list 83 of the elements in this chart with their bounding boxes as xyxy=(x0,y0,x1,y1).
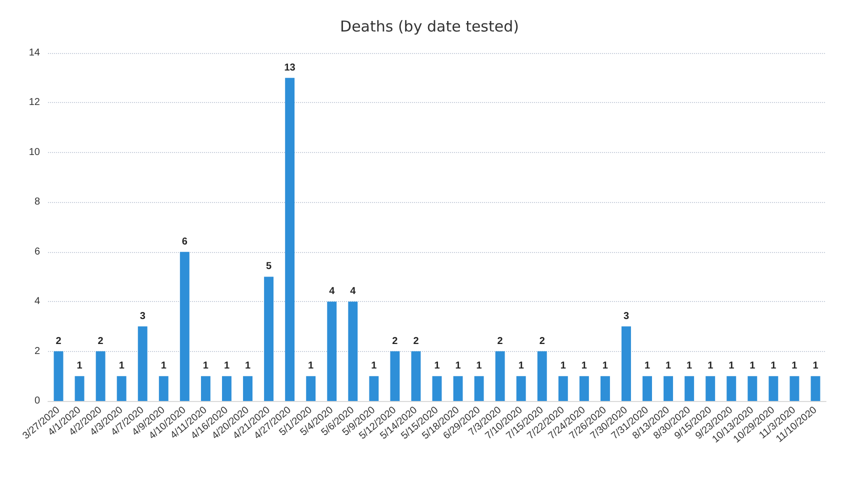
bar xyxy=(684,376,694,401)
bar xyxy=(558,376,568,401)
bar xyxy=(432,376,442,401)
bar xyxy=(748,376,758,401)
data-label: 1 xyxy=(160,360,167,372)
bar xyxy=(348,302,358,401)
bar xyxy=(243,376,252,401)
bar xyxy=(200,376,210,401)
bar xyxy=(54,351,64,401)
y-tick-label: 6 xyxy=(34,246,40,258)
bar xyxy=(369,376,379,401)
bar xyxy=(453,376,463,401)
data-label: 1 xyxy=(202,360,209,372)
y-tick-label: 0 xyxy=(34,396,40,406)
data-label: 4 xyxy=(350,286,356,298)
data-label: 1 xyxy=(708,360,714,372)
y-tick-label: 8 xyxy=(34,196,40,208)
data-label: 1 xyxy=(76,360,83,372)
data-label: 1 xyxy=(476,360,482,372)
bar xyxy=(138,326,148,401)
data-label: 1 xyxy=(308,360,314,372)
bar xyxy=(116,376,126,401)
data-label: 1 xyxy=(118,360,125,372)
bar xyxy=(390,351,400,401)
data-label: 3 xyxy=(623,310,630,322)
data-label: 6 xyxy=(182,236,188,248)
data-label: 4 xyxy=(329,286,336,298)
data-label: 13 xyxy=(284,62,296,74)
data-label: 2 xyxy=(413,336,420,347)
data-label: 1 xyxy=(244,360,251,372)
y-tick-label: 12 xyxy=(28,97,40,108)
bar xyxy=(411,351,421,401)
bar xyxy=(474,376,484,401)
bar xyxy=(537,351,547,401)
bar xyxy=(74,376,84,401)
y-tick-label: 14 xyxy=(28,48,40,58)
chart-title: Deaths (by date tested) xyxy=(340,18,519,36)
bar xyxy=(726,376,736,401)
bar xyxy=(579,376,589,401)
bar xyxy=(306,376,316,401)
bar xyxy=(810,376,820,401)
data-label: 1 xyxy=(581,360,588,372)
bar xyxy=(600,376,610,401)
data-label: 1 xyxy=(728,360,735,372)
data-label: 2 xyxy=(392,336,398,347)
data-label: 1 xyxy=(644,360,650,372)
data-label: 3 xyxy=(140,310,146,322)
data-label: 1 xyxy=(666,360,672,372)
bar xyxy=(664,376,674,401)
data-label: 1 xyxy=(455,360,462,372)
data-label: 1 xyxy=(602,360,608,372)
bar xyxy=(222,376,232,401)
bar xyxy=(158,376,168,401)
bar xyxy=(790,376,800,401)
data-label: 1 xyxy=(224,360,230,372)
data-label: 5 xyxy=(266,261,272,272)
data-label: 2 xyxy=(56,336,62,347)
data-label: 2 xyxy=(497,336,504,347)
bar xyxy=(495,351,505,401)
y-tick-label: 4 xyxy=(34,296,40,308)
data-label: 1 xyxy=(560,360,566,372)
bar xyxy=(642,376,652,401)
bar xyxy=(768,376,778,401)
y-tick-label: 2 xyxy=(34,346,40,357)
bar xyxy=(264,276,274,401)
bar xyxy=(516,376,526,401)
bar xyxy=(622,326,631,401)
data-label: 1 xyxy=(812,360,819,372)
bar xyxy=(327,302,337,401)
data-label: 1 xyxy=(750,360,756,372)
data-label: 1 xyxy=(371,360,378,372)
bar xyxy=(96,351,106,401)
data-label: 1 xyxy=(434,360,440,372)
data-label: 2 xyxy=(539,336,546,347)
bar xyxy=(285,78,295,401)
data-label: 1 xyxy=(686,360,693,372)
data-label: 2 xyxy=(98,336,104,347)
data-label: 1 xyxy=(518,360,524,372)
bar xyxy=(180,252,190,401)
data-label: 1 xyxy=(792,360,798,372)
bar xyxy=(706,376,716,401)
data-label: 1 xyxy=(770,360,777,372)
y-tick-label: 10 xyxy=(28,146,40,158)
